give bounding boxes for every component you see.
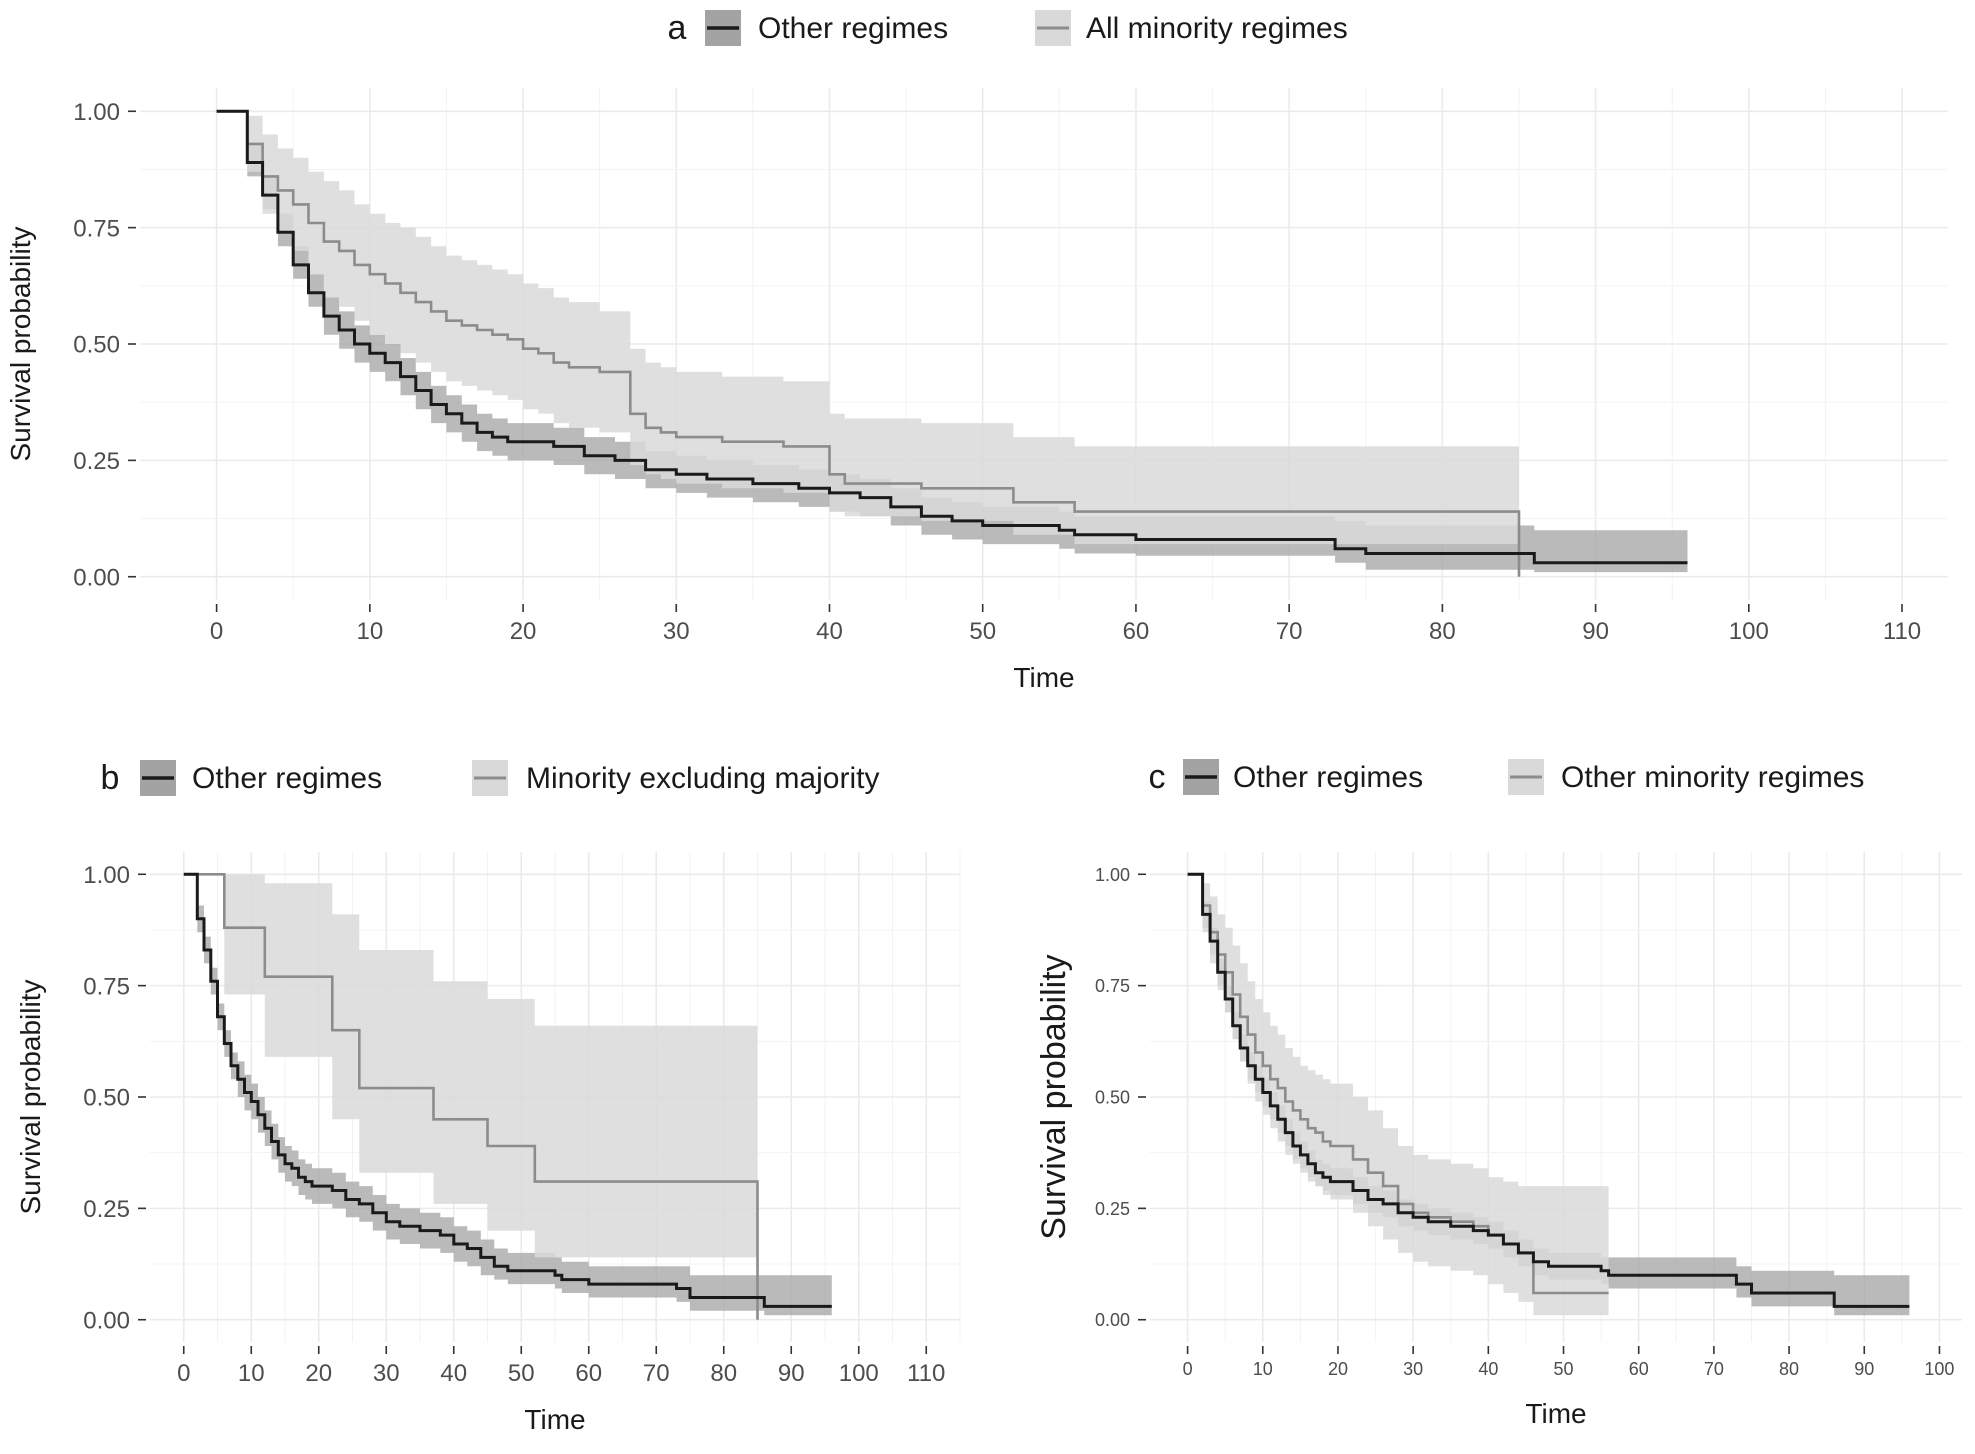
y-tick-label: 0.00 [1095, 1310, 1130, 1330]
ci-band-minority [1187, 874, 1609, 1316]
y-tick-label: 0.50 [1095, 1087, 1130, 1107]
x-tick-label: 20 [510, 618, 537, 645]
x-tick-label: 70 [1704, 1359, 1724, 1379]
y-tick-label: 0.75 [83, 973, 130, 1000]
legend-c: c Other regimes Other minority regimes [1149, 758, 1865, 796]
x-tick-label: 40 [1478, 1359, 1498, 1379]
x-tick-label: 100 [839, 1360, 879, 1387]
panel-tag: a [668, 9, 687, 47]
y-tick-label: 0.25 [83, 1196, 130, 1223]
panel-tag: c [1149, 758, 1166, 796]
x-tick-label: 20 [305, 1360, 332, 1387]
legend-label-minority: Other minority regimes [1561, 761, 1864, 794]
x-axis-title: Time [1013, 662, 1074, 693]
x-tick-label: 90 [1854, 1359, 1874, 1379]
panel-b: 0.00 0.25 0.50 0.75 1.00 0 10 20 30 40 50 60 70 80 90 1… [15, 759, 961, 1435]
survival-curve-minority [216, 110, 1521, 577]
x-tick-label: 90 [1582, 618, 1609, 645]
x-tick-label: 80 [1779, 1359, 1799, 1379]
x-tick-label: 110 [1883, 618, 1921, 645]
panel-tag: b [101, 759, 120, 797]
x-tick-label: 50 [969, 618, 996, 645]
x-tick-label: 0 [177, 1360, 190, 1387]
x-tick-label: 30 [373, 1360, 400, 1387]
x-tick-label: 60 [1123, 618, 1150, 645]
x-tick-label: 20 [1328, 1359, 1348, 1379]
y-axis-title: Survival probability [15, 980, 46, 1215]
x-tick-label: 0 [210, 618, 223, 645]
x-tick-label: 40 [816, 618, 843, 645]
x-axis-title: Time [1525, 1398, 1586, 1429]
x-tick-label: 10 [1253, 1359, 1273, 1379]
survival-curve-other [1187, 872, 1910, 1308]
ci-band-minority [183, 874, 758, 1258]
x-tick-label: 40 [440, 1360, 467, 1387]
y-tick-label: 1.00 [1095, 865, 1130, 885]
panel-c: 0.00 0.25 0.50 0.75 1.00 0 10 20 30 40 50 60 70 80 90 1… [1035, 758, 1962, 1429]
legend-label-other: Other regimes [758, 12, 948, 45]
x-tick-label: 10 [356, 618, 383, 645]
x-tick-label: 80 [710, 1360, 737, 1387]
y-tick-label: 0.50 [73, 332, 120, 359]
y-tick-label: 0.25 [73, 448, 120, 475]
ci-band-minority [216, 111, 1520, 545]
survival-curve-other [216, 109, 1688, 565]
legend-label-other: Other regimes [1233, 761, 1423, 794]
x-tick-label: 0 [1183, 1359, 1193, 1379]
x-tick-label: 110 [907, 1360, 945, 1387]
y-tick-label: 0.75 [1095, 976, 1130, 996]
legend-label-other: Other regimes [192, 762, 382, 795]
x-tick-label: 90 [778, 1360, 805, 1387]
y-tick-label: 0.00 [83, 1307, 130, 1334]
x-axis-title: Time [524, 1404, 585, 1435]
x-tick-label: 50 [508, 1360, 535, 1387]
y-tick-label: 0.50 [83, 1085, 130, 1112]
x-tick-label: 70 [1276, 618, 1303, 645]
x-tick-label: 10 [238, 1360, 265, 1387]
y-axis-title: Survival probability [1035, 954, 1073, 1239]
ci-band-other [183, 874, 832, 1316]
legend-b: b Other regimes Minority excluding majorit… [101, 759, 880, 797]
y-tick-label: 0.25 [1095, 1199, 1130, 1219]
y-tick-label: 0.00 [73, 564, 120, 591]
x-tick-label: 100 [1729, 618, 1769, 645]
x-tick-label: 60 [575, 1360, 602, 1387]
y-tick-label: 0.75 [73, 215, 120, 242]
x-tick-label: 30 [1403, 1359, 1423, 1379]
survival-curve-minority [183, 873, 759, 1320]
survival-curve-minority [1187, 873, 1609, 1295]
x-tick-label: 60 [1629, 1359, 1649, 1379]
panel-a: 0.00 0.25 0.50 0.75 1.00 0 10 20 30 40 50 60 70 80 90 1… [5, 9, 1948, 693]
legend-label-minority: All minority regimes [1086, 12, 1348, 45]
x-tick-label: 100 [1924, 1359, 1954, 1379]
legend-label-minority: Minority excluding majority [526, 762, 879, 795]
x-tick-label: 70 [643, 1360, 670, 1387]
y-axis-title: Survival probability [5, 227, 36, 462]
survival-curve-other [183, 872, 832, 1308]
x-tick-label: 80 [1429, 618, 1456, 645]
legend-a: a Other regimes All minority regimes [668, 9, 1348, 47]
y-tick-label: 1.00 [83, 862, 130, 889]
x-tick-label: 50 [1554, 1359, 1574, 1379]
y-tick-label: 1.00 [73, 99, 120, 126]
x-tick-label: 30 [663, 618, 690, 645]
